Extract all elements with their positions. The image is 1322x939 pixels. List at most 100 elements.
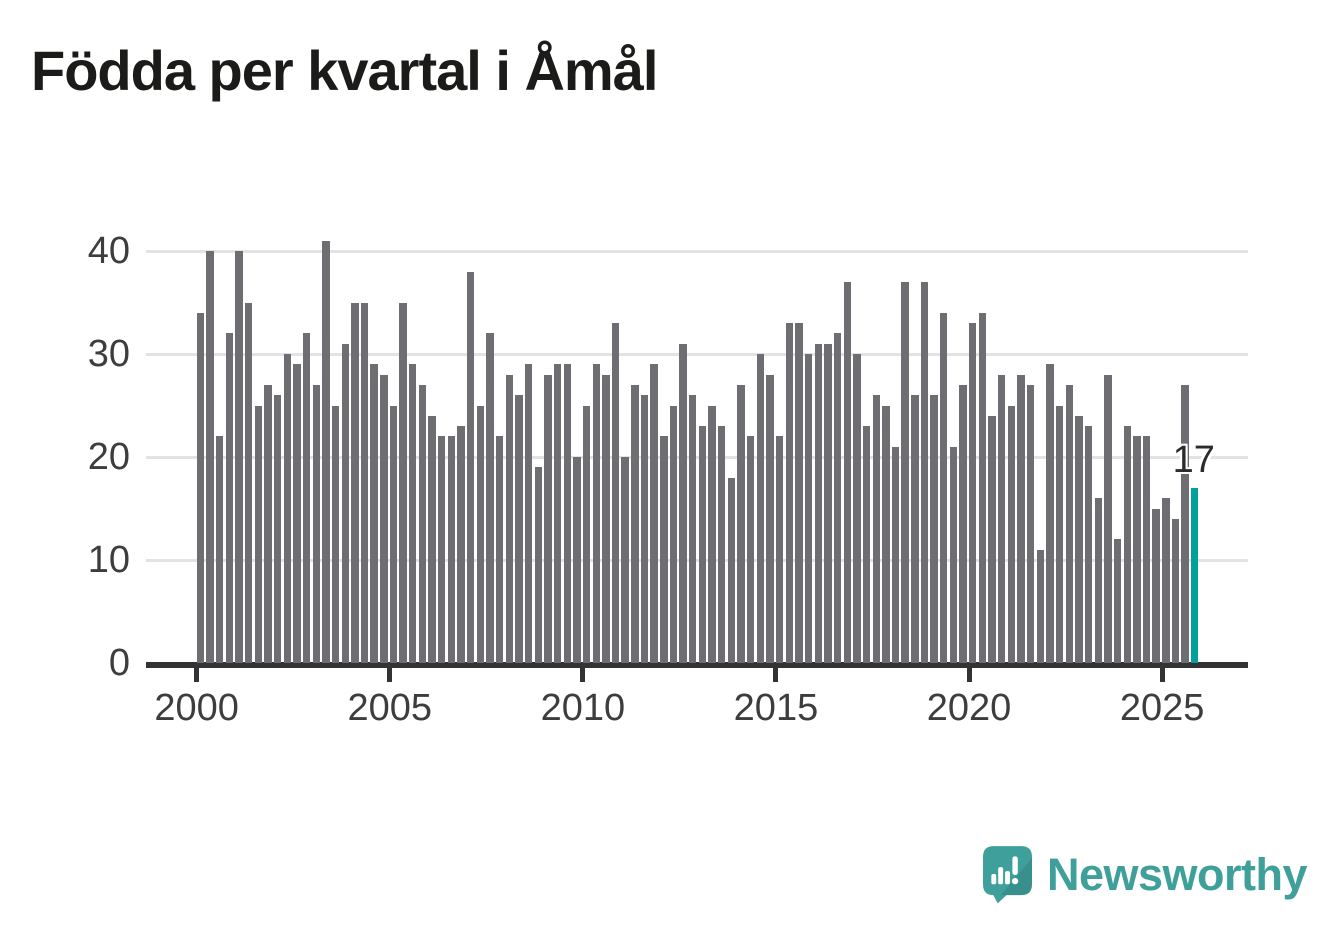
bar-q89 (1055, 405, 1064, 663)
bar-q98 (1142, 436, 1151, 663)
bar-q50 (679, 343, 687, 663)
bar-q46 (640, 395, 649, 663)
bar-q18 (370, 364, 378, 663)
bar-q22 (409, 364, 417, 663)
bar-q20 (389, 405, 398, 663)
bar-q85 (1017, 374, 1025, 663)
x-axis-label-2020: 2020 (926, 687, 1012, 729)
bar-q63 (804, 354, 813, 663)
bar-q96 (1123, 426, 1131, 663)
bar-q25 (438, 436, 446, 663)
bar-q44 (621, 457, 629, 663)
bar-q57 (747, 436, 755, 663)
bar-q47 (650, 364, 658, 663)
bar-q68 (853, 354, 861, 663)
bar-q40 (582, 405, 591, 663)
bar-q13 (322, 240, 330, 663)
bar-q87 (1036, 549, 1045, 663)
bar-q77 (940, 312, 948, 663)
bar-q45 (631, 384, 639, 663)
bar-q5 (244, 302, 253, 663)
bar-q79 (959, 384, 967, 663)
bar-q54 (718, 426, 726, 663)
bar-q95 (1113, 539, 1122, 663)
bar-q30 (486, 333, 494, 663)
bar-q4 (235, 251, 243, 663)
bar-q73 (901, 281, 909, 663)
x-axis-tick-2020 (966, 668, 972, 682)
x-axis-tick-2025 (1159, 668, 1165, 682)
bar-q84 (1007, 405, 1016, 663)
gridline-y10 (146, 558, 1248, 562)
bar-q42 (602, 374, 610, 663)
bar-q92 (1084, 426, 1093, 663)
bar-q43 (611, 323, 620, 663)
bar-q70 (872, 395, 880, 663)
bar-q94 (1104, 374, 1112, 663)
bar-q17 (360, 302, 369, 663)
bar-q78 (949, 446, 958, 663)
bar-q100 (1162, 498, 1170, 663)
x-axis-label-2025: 2025 (1119, 687, 1205, 729)
bar-q93 (1094, 498, 1102, 663)
bar-q72 (891, 446, 900, 663)
bar-q83 (998, 374, 1006, 663)
x-axis-label-2010: 2010 (540, 687, 626, 729)
y-axis-label-30: 30 (87, 333, 130, 375)
bar-q41 (592, 364, 600, 663)
bar-q10 (293, 364, 301, 663)
bar-q66 (833, 333, 842, 663)
bar-q80 (969, 323, 977, 663)
bar-q81 (978, 312, 987, 663)
bar-q59 (766, 374, 774, 663)
bar-q56 (737, 384, 745, 663)
bar-q12 (312, 384, 320, 663)
highlighted-bar (1191, 487, 1199, 663)
gridline-y20 (146, 455, 1248, 459)
bar-q9 (283, 354, 291, 663)
y-axis-label-0: 0 (108, 642, 130, 684)
x-axis-baseline (146, 662, 1248, 668)
bar-q91 (1075, 415, 1083, 663)
bar-q8 (273, 395, 282, 663)
bar-q7 (264, 384, 272, 663)
bar-q69 (862, 426, 871, 663)
bar-q3 (225, 333, 234, 663)
bar-q71 (882, 405, 890, 663)
gridline-y40 (146, 249, 1248, 253)
bar-q21 (399, 302, 407, 663)
bar-q62 (795, 323, 803, 663)
bar-q37 (553, 364, 562, 663)
x-axis-tick-2015 (773, 668, 779, 682)
bar-q76 (930, 395, 938, 663)
bar-q102 (1181, 384, 1189, 663)
x-axis-tick-2005 (387, 668, 393, 682)
bar-q1 (206, 251, 214, 663)
bar-q29 (476, 405, 485, 663)
newsworthy-speech-bubble-chart-icon (983, 846, 1032, 904)
bar-q0 (196, 312, 205, 663)
bar-q28 (467, 271, 475, 663)
bar-q88 (1046, 364, 1054, 663)
bar-q2 (216, 436, 224, 663)
bar-q24 (428, 415, 436, 663)
chart-title: Födda per kvartal i Åmål (31, 39, 658, 102)
bar-q101 (1171, 518, 1180, 663)
bar-q36 (544, 374, 552, 663)
x-axis-tick-2000 (194, 668, 200, 682)
bar-q60 (775, 436, 784, 663)
bar-q31 (495, 436, 504, 663)
x-axis-label-2005: 2005 (347, 687, 433, 729)
bar-q67 (843, 281, 851, 663)
bar-q15 (341, 343, 349, 663)
y-axis-label-10: 10 (87, 539, 130, 581)
bar-q6 (254, 405, 263, 663)
bar-q64 (814, 343, 822, 663)
x-axis-label-2000: 2000 (154, 687, 239, 729)
bar-q52 (698, 426, 707, 663)
bar-q65 (824, 343, 832, 663)
bar-q23 (418, 384, 427, 663)
bar-q34 (524, 364, 533, 663)
bar-q90 (1065, 384, 1073, 663)
